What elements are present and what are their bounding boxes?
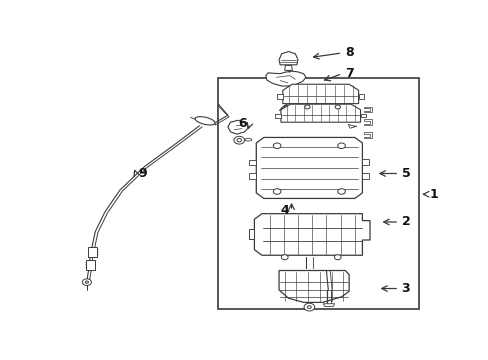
Circle shape [237, 139, 241, 142]
Polygon shape [275, 114, 280, 118]
Polygon shape [362, 174, 368, 179]
Polygon shape [88, 247, 97, 257]
Polygon shape [364, 107, 371, 112]
Circle shape [337, 189, 345, 194]
Polygon shape [362, 159, 368, 165]
Polygon shape [249, 159, 256, 165]
Bar [218, 78, 418, 309]
Polygon shape [85, 260, 95, 270]
Circle shape [304, 303, 314, 311]
Circle shape [307, 306, 311, 309]
Circle shape [273, 143, 280, 149]
Text: 1: 1 [429, 188, 438, 201]
Polygon shape [277, 94, 282, 99]
Polygon shape [279, 51, 297, 65]
Circle shape [334, 105, 340, 109]
Text: 4: 4 [280, 204, 288, 217]
Polygon shape [347, 125, 356, 128]
Polygon shape [364, 120, 371, 125]
Circle shape [281, 255, 287, 260]
Polygon shape [323, 304, 334, 307]
Ellipse shape [244, 138, 251, 141]
Circle shape [82, 279, 91, 285]
Polygon shape [227, 120, 248, 134]
Polygon shape [279, 270, 348, 302]
Circle shape [233, 136, 244, 144]
Text: 3: 3 [401, 282, 409, 295]
Text: 7: 7 [344, 67, 353, 80]
Polygon shape [282, 84, 358, 104]
Polygon shape [360, 114, 366, 117]
Circle shape [337, 143, 345, 149]
Text: 5: 5 [401, 167, 409, 180]
Circle shape [273, 189, 280, 194]
Polygon shape [279, 105, 287, 111]
Polygon shape [249, 174, 256, 179]
Polygon shape [358, 94, 364, 99]
Polygon shape [265, 71, 305, 86]
Polygon shape [254, 214, 369, 255]
Text: 2: 2 [401, 216, 409, 229]
Circle shape [334, 255, 341, 260]
Circle shape [304, 105, 309, 109]
Circle shape [85, 281, 88, 283]
Circle shape [199, 118, 205, 122]
Polygon shape [248, 229, 254, 239]
Polygon shape [256, 138, 362, 198]
Text: 8: 8 [344, 46, 353, 59]
Text: 6: 6 [238, 117, 247, 130]
Polygon shape [364, 132, 371, 138]
Polygon shape [284, 66, 292, 70]
Ellipse shape [195, 117, 215, 125]
Text: 9: 9 [138, 167, 146, 180]
Polygon shape [280, 104, 360, 122]
